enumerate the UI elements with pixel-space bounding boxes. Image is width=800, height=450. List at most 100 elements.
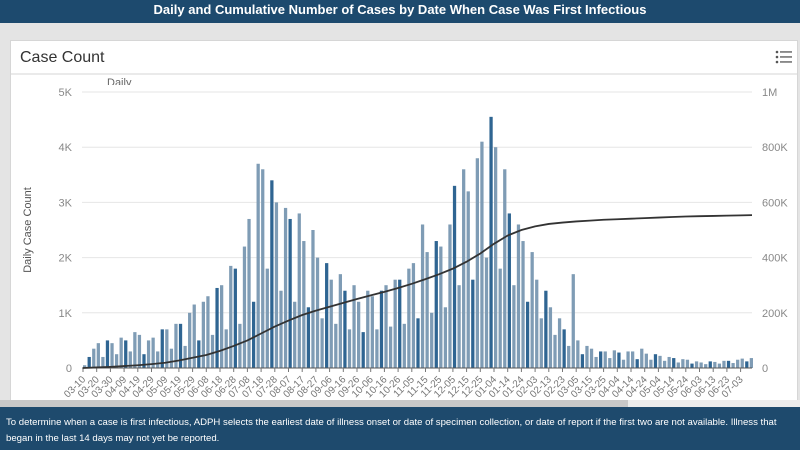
y-tick-label: 0 — [66, 363, 72, 375]
bar — [740, 358, 744, 368]
bar — [357, 301, 361, 368]
bar — [83, 365, 87, 368]
bar — [96, 343, 100, 368]
bar — [220, 285, 224, 368]
bar — [717, 363, 722, 368]
footer-note: To determine when a case is first infect… — [0, 407, 800, 450]
bar — [293, 301, 297, 368]
bar — [667, 356, 671, 368]
bar — [626, 351, 630, 368]
bar — [567, 345, 571, 368]
bar — [685, 359, 690, 368]
cumulative-line — [82, 214, 753, 369]
bar — [146, 340, 151, 368]
bar — [580, 354, 585, 368]
bar — [119, 337, 123, 368]
bar — [699, 362, 703, 368]
bar — [562, 329, 566, 368]
list-icon[interactable] — [775, 49, 793, 65]
bar — [265, 268, 269, 368]
page-header: Daily and Cumulative Number of Cases by … — [0, 0, 800, 23]
bar — [681, 359, 685, 368]
bar — [548, 307, 553, 368]
bar — [484, 257, 489, 368]
bar — [151, 337, 155, 368]
bar — [407, 268, 411, 368]
bar — [653, 354, 658, 368]
bar — [174, 323, 178, 368]
legend[interactable]: Daily — [107, 77, 167, 85]
bar — [676, 362, 680, 368]
bar — [361, 332, 365, 368]
y-tick-label: 4K — [59, 142, 73, 154]
bar — [160, 329, 164, 368]
bar — [288, 218, 292, 368]
y2-tick-label: 200K — [762, 308, 788, 320]
y2-tick-label: 400K — [762, 253, 788, 265]
bar — [192, 304, 196, 368]
bar — [279, 290, 283, 368]
bar — [594, 356, 598, 368]
bar — [544, 290, 548, 368]
bar — [448, 224, 452, 368]
bar — [599, 351, 603, 368]
bar — [242, 246, 247, 368]
bar — [352, 285, 356, 368]
bar — [379, 290, 384, 368]
bar — [156, 351, 160, 368]
bar — [238, 323, 242, 368]
bar — [128, 351, 132, 368]
card-divider — [11, 73, 797, 75]
bar — [507, 213, 511, 368]
bar — [92, 348, 96, 368]
y2-tick-label: 600K — [762, 197, 788, 209]
bar — [283, 207, 288, 368]
legend-item-daily[interactable]: Daily — [107, 77, 132, 85]
bar — [114, 354, 119, 368]
bar — [452, 185, 457, 368]
bar — [178, 323, 183, 368]
bar — [370, 296, 374, 368]
bar — [649, 359, 653, 368]
y2-tick-label: 800K — [762, 142, 788, 154]
bar — [334, 323, 338, 368]
bar — [662, 360, 667, 368]
bar — [233, 268, 237, 368]
horizontal-scrollbar[interactable] — [0, 400, 800, 407]
bar — [384, 285, 388, 368]
bar — [302, 241, 306, 368]
bar — [270, 180, 274, 368]
bar — [366, 290, 370, 368]
bar — [745, 361, 749, 368]
bar — [557, 318, 562, 368]
bar — [416, 318, 420, 368]
bar — [489, 116, 493, 368]
bar — [251, 301, 256, 368]
bar — [736, 359, 740, 368]
bar — [375, 329, 379, 368]
bar — [525, 301, 530, 368]
bar — [142, 354, 146, 368]
bar — [297, 213, 301, 368]
bar — [320, 318, 324, 368]
bar — [169, 348, 174, 368]
bar — [589, 348, 594, 368]
bar — [644, 353, 648, 368]
bar — [690, 363, 694, 368]
y2-tick-label: 1M — [762, 87, 777, 99]
bar — [393, 279, 397, 368]
y-tick-label: 3K — [59, 197, 73, 209]
bar — [402, 323, 406, 368]
bar — [325, 263, 329, 368]
bar — [165, 329, 169, 368]
bar — [215, 287, 219, 368]
bar — [256, 163, 260, 368]
bar — [133, 332, 137, 368]
bar — [471, 279, 475, 368]
bar — [704, 364, 708, 368]
bar — [338, 274, 342, 368]
bar — [388, 326, 393, 368]
bar — [274, 202, 279, 368]
scrollbar-thumb[interactable] — [0, 400, 628, 407]
y-tick-label: 5K — [59, 87, 73, 99]
